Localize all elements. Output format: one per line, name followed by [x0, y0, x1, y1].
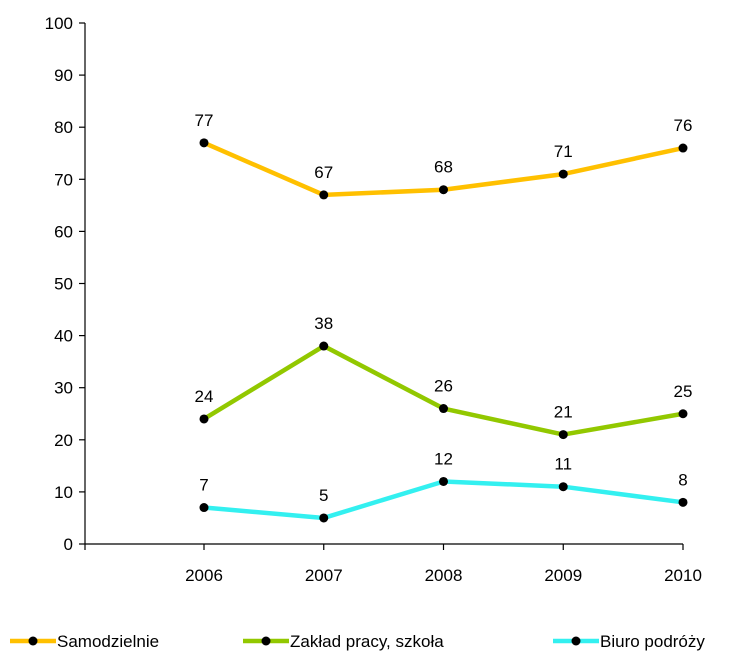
- series-line: [203, 479, 684, 521]
- data-label: 7: [199, 476, 208, 495]
- data-label: 68: [434, 158, 453, 177]
- data-label: 26: [434, 377, 453, 396]
- y-tick-label: 70: [54, 170, 73, 189]
- y-tick-label: 10: [54, 483, 73, 502]
- y-tick-label: 90: [54, 66, 73, 85]
- data-label: 21: [554, 403, 573, 422]
- axes: 0 10 20 30 40 50 60 70 80 90 100 2006 2007 2008 2009 20…: [45, 14, 702, 585]
- y-tick-label: 100: [45, 14, 73, 33]
- legend-label: Biuro podróży: [600, 632, 705, 651]
- y-tick-label: 60: [54, 222, 73, 241]
- legend-swatch-marker: [28, 636, 38, 646]
- legend-swatch-marker: [261, 636, 271, 646]
- legend-swatch-marker: [571, 636, 581, 646]
- y-tick-label: 20: [54, 431, 73, 450]
- data-point: [319, 341, 329, 351]
- data-point: [678, 143, 688, 153]
- data-point: [558, 430, 568, 440]
- data-point: [558, 482, 568, 492]
- series-lines: 77 67 68 71 76 24 38 26 21 25 7 5 12 11 8: [195, 111, 693, 523]
- legend: Samodzielnie Zakład pracy, szkoła Biuro po…: [10, 632, 705, 651]
- data-point: [558, 169, 568, 179]
- y-tick-label: 50: [54, 275, 73, 294]
- legend-item-3: Biuro podróży: [553, 632, 705, 651]
- y-tick-label: 40: [54, 327, 73, 346]
- data-point: [319, 190, 329, 200]
- x-tick-label: 2010: [664, 566, 702, 585]
- data-label: 8: [678, 470, 687, 489]
- data-point: [678, 409, 688, 419]
- legend-label: Zakład pracy, szkoła: [290, 632, 444, 651]
- data-point: [199, 138, 209, 148]
- data-label: 25: [674, 382, 693, 401]
- data-label: 5: [319, 486, 328, 505]
- data-point: [319, 513, 329, 523]
- x-tick-label: 2008: [425, 566, 463, 585]
- x-tick-label: 2007: [305, 566, 343, 585]
- x-tick-label: 2006: [185, 566, 223, 585]
- y-tick-label: 0: [64, 535, 73, 554]
- data-label: 38: [314, 314, 333, 333]
- data-point: [439, 476, 448, 486]
- series-1: 77 67 68 71 76: [195, 111, 693, 200]
- series-3: 7 5 12 11 8: [199, 449, 688, 523]
- legend-item-1: Samodzielnie: [10, 632, 159, 651]
- series-2: 24 38 26 21 25: [195, 314, 693, 440]
- data-point: [678, 497, 688, 507]
- legend-label: Samodzielnie: [57, 632, 159, 651]
- legend-item-2: Zakład pracy, szkoła: [243, 632, 444, 651]
- data-label: 24: [195, 387, 214, 406]
- data-point: [199, 503, 209, 513]
- x-tick-label: 2009: [544, 566, 582, 585]
- data-point: [439, 185, 448, 195]
- data-label: 71: [554, 142, 573, 161]
- data-point: [439, 404, 448, 414]
- data-label: 12: [434, 449, 453, 468]
- data-label: 11: [554, 455, 572, 474]
- data-label: 77: [195, 111, 214, 130]
- data-label: 67: [314, 163, 333, 182]
- y-tick-label: 80: [54, 118, 73, 137]
- y-tick-label: 30: [54, 379, 73, 398]
- data-point: [199, 414, 209, 424]
- data-label: 76: [674, 116, 693, 135]
